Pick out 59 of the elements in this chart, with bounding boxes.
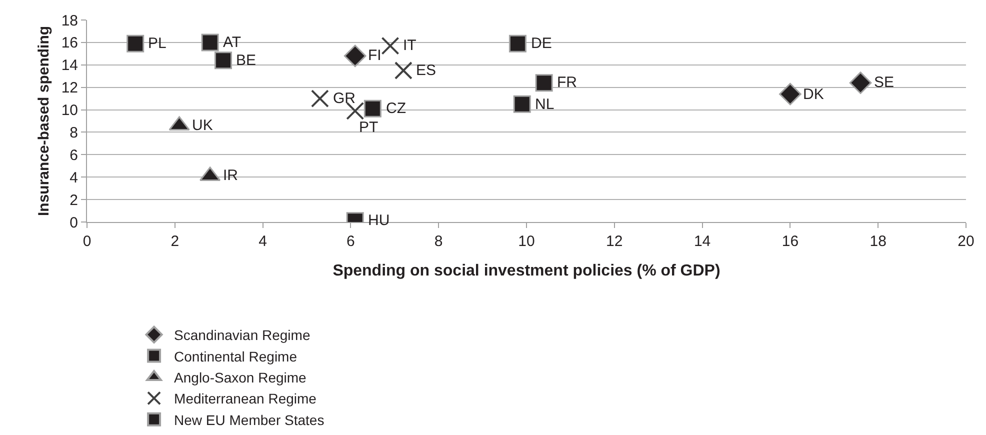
point xyxy=(381,36,400,55)
point xyxy=(346,102,364,120)
legend-label: Mediterranean Regime xyxy=(174,390,317,407)
x-tick-label: 14 xyxy=(694,233,711,250)
x-tick-label: 0 xyxy=(82,233,92,250)
annotation: IT xyxy=(403,37,416,54)
point xyxy=(394,62,412,80)
x-tick-label: 2 xyxy=(170,233,180,250)
y-tick-label: 0 xyxy=(70,214,78,232)
point xyxy=(310,90,329,108)
annotation: PL xyxy=(148,35,166,52)
point xyxy=(201,34,219,52)
y-tick-label: 10 xyxy=(61,102,78,120)
point xyxy=(126,34,144,52)
y-tick-label: 18 xyxy=(61,12,78,30)
point xyxy=(344,44,366,68)
annotation: CZ xyxy=(386,100,406,117)
annotation: FR xyxy=(557,74,578,91)
annotation: AT xyxy=(223,34,242,51)
annotation: UK xyxy=(192,117,213,134)
x-tick-label: 12 xyxy=(606,233,623,250)
annotation: DE xyxy=(531,35,552,52)
annotation: BE xyxy=(236,52,256,69)
annotation: GR xyxy=(333,90,356,107)
y-tick-label: 14 xyxy=(61,57,78,74)
x-tick-label: 16 xyxy=(782,233,799,250)
x-tick-label: 18 xyxy=(870,233,886,250)
annotation: HU xyxy=(368,212,390,229)
legend-label: Continental Regime xyxy=(174,348,298,364)
annotation: NL xyxy=(535,96,554,113)
y-tick-label: 8 xyxy=(70,124,78,142)
point xyxy=(508,34,526,52)
y-tick-label: 2 xyxy=(70,192,78,209)
point xyxy=(513,95,531,113)
annotation: SE xyxy=(874,74,894,91)
annotation: DK xyxy=(803,86,824,103)
annotation: FI xyxy=(368,47,382,64)
y-tick-label: 12 xyxy=(61,80,78,97)
annotation: ES xyxy=(416,62,436,79)
x-tick-label: 20 xyxy=(958,233,974,250)
x-tick-label: 6 xyxy=(346,233,355,250)
point xyxy=(535,74,553,92)
point xyxy=(364,100,382,118)
x-tick-label: 10 xyxy=(518,233,535,250)
y-tick-label: 6 xyxy=(70,146,78,164)
x-tick-label: 8 xyxy=(434,233,443,250)
legend-label: New EU Member States xyxy=(174,412,324,428)
annotation: PT xyxy=(359,119,378,136)
point xyxy=(214,52,232,70)
legend-label: Scandinavian Regime xyxy=(174,327,310,344)
annotation: IR xyxy=(223,167,238,184)
y-axis-title: Insurance-based spending xyxy=(36,26,53,216)
x-axis-title: Spending on social investment policies (% of GDP) xyxy=(332,262,720,280)
point xyxy=(849,72,872,94)
legend-label: Anglo-Saxon Regime xyxy=(174,369,307,386)
x-tick-label: 4 xyxy=(258,233,267,250)
y-tick-label: 16 xyxy=(61,34,78,52)
y-tick-label: 4 xyxy=(70,169,78,186)
point xyxy=(779,82,802,106)
